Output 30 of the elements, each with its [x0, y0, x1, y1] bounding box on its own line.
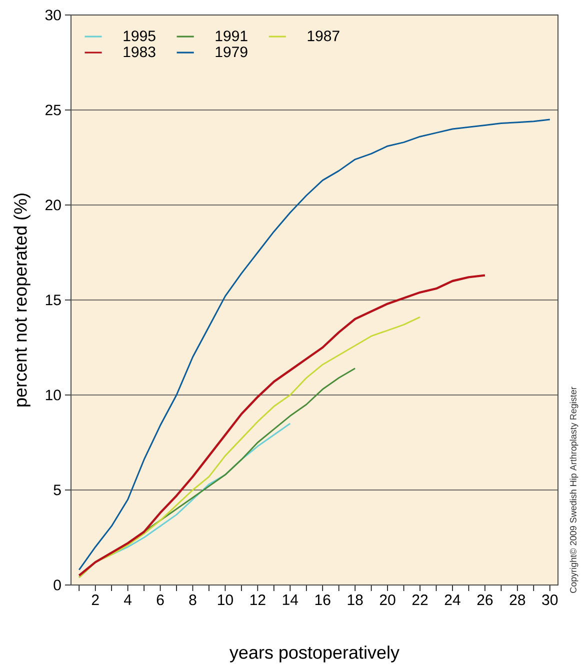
- x-tick-label: 8: [189, 594, 196, 606]
- y-tick-label: 0: [54, 580, 61, 590]
- y-tick-label: 20: [46, 200, 61, 210]
- x-axis-title: years postoperatively: [230, 646, 400, 662]
- x-tick-label: 18: [348, 594, 363, 606]
- x-tick-label: 2: [92, 594, 99, 605]
- legend-label: 1983: [124, 46, 156, 58]
- y-tick-label: 10: [46, 390, 61, 400]
- legend-label: 1979: [216, 46, 248, 58]
- y-tick-label: 30: [45, 10, 61, 20]
- legend-label: 1995: [124, 30, 156, 42]
- legend-label: 1987: [308, 30, 340, 42]
- x-tick-label: 20: [380, 594, 396, 606]
- x-tick-label: 30: [542, 594, 558, 606]
- x-tick-label: 28: [510, 594, 526, 606]
- x-tick-label: 4: [124, 594, 132, 605]
- x-tick-label: 10: [218, 594, 233, 606]
- text: Copyright© 2009 Swedish Hip Arthroplasty Register: [570, 386, 578, 593]
- x-tick-label: 6: [156, 594, 164, 606]
- x-tick-label: 26: [477, 594, 493, 606]
- x-tick-label: 12: [250, 594, 266, 605]
- y-tick-label: 25: [46, 104, 61, 116]
- legend-label: 1991: [216, 30, 248, 42]
- x-tick-label: 22: [412, 594, 428, 605]
- x-tick-label: 16: [315, 594, 330, 606]
- x-tick-label: 14: [282, 594, 298, 605]
- y-tick-label: 15: [46, 294, 61, 306]
- y-axis-title: percent not reoperated (%): [14, 194, 30, 406]
- y-tick-label: 5: [54, 484, 61, 496]
- x-tick-label: 24: [444, 594, 460, 605]
